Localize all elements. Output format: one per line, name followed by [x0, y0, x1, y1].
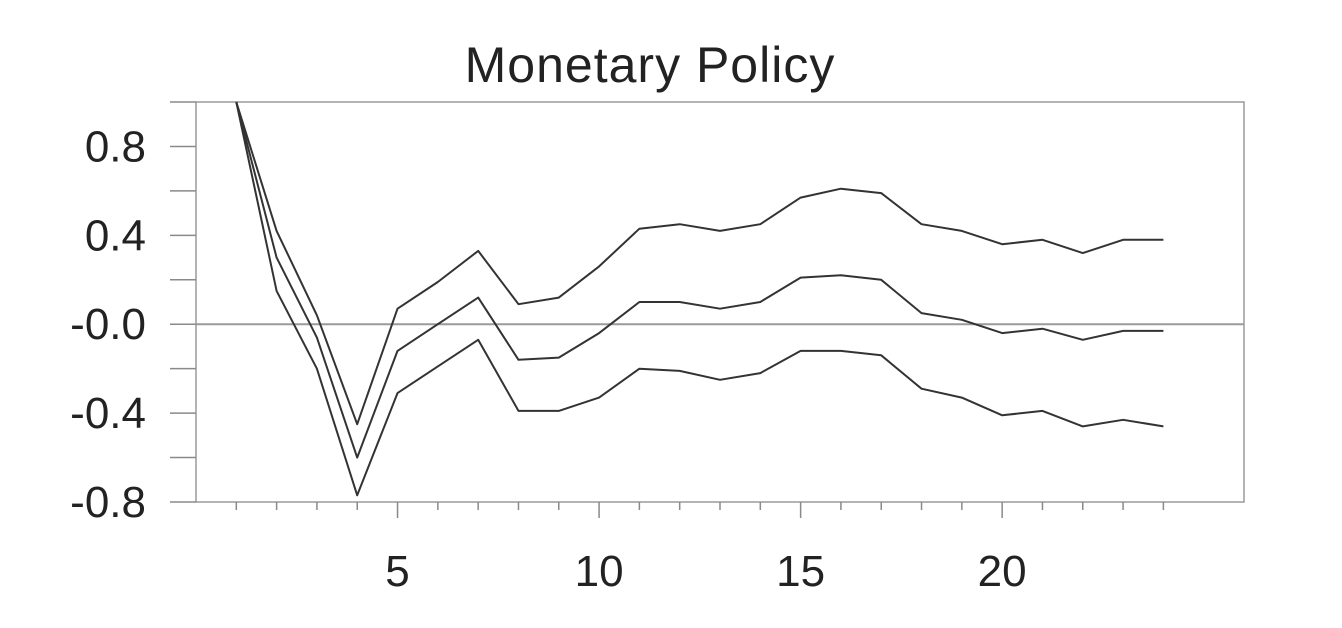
- plot-area-border: [195, 101, 1245, 503]
- x-tick-label: 20: [978, 547, 1027, 596]
- series-lines: [235, 101, 1164, 497]
- tick-labels: 0.8 0.4 -0.0 -0.4 -0.8 5 10 15 20: [70, 122, 1026, 596]
- y-tick-label: -0.0: [70, 300, 146, 349]
- y-tick-label: 0.4: [85, 211, 146, 260]
- x-tick-label: 15: [776, 547, 825, 596]
- y-tick-label: -0.8: [70, 478, 146, 527]
- plot-frame: [195, 101, 1245, 503]
- series-line-point: [235, 101, 1164, 459]
- series-line-lower: [235, 101, 1164, 497]
- y-tick-label: 0.8: [85, 122, 146, 171]
- series-line-upper: [235, 101, 1164, 426]
- axis-ticks: [170, 101, 1165, 518]
- x-tick-label: 5: [385, 547, 409, 596]
- chart-title: Monetary Policy: [465, 37, 836, 93]
- x-tick-label: 10: [575, 547, 624, 596]
- y-tick-label: -0.4: [70, 389, 146, 438]
